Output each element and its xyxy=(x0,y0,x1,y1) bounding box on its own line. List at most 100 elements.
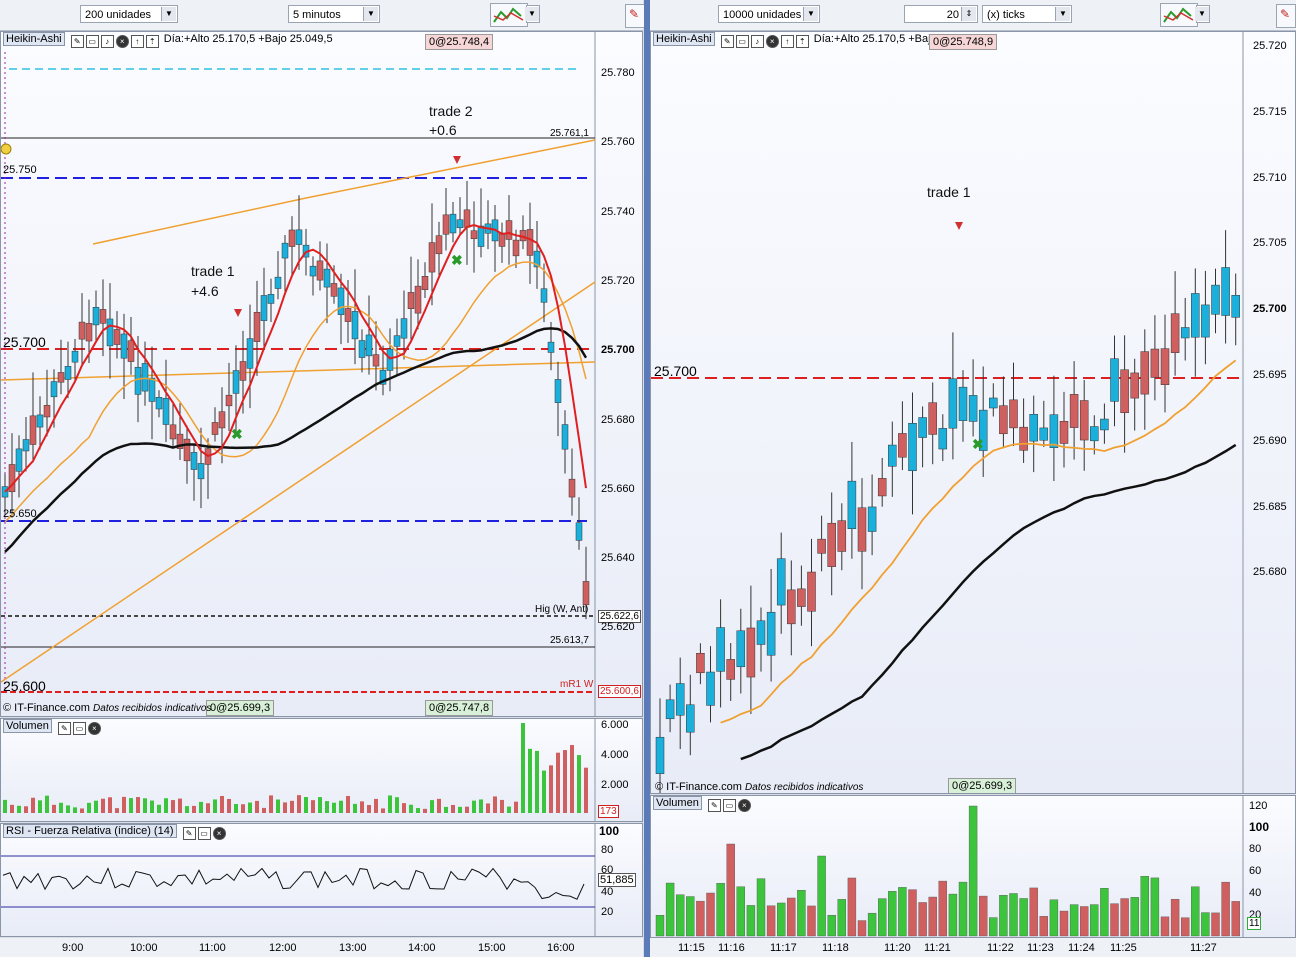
order-tag-top[interactable]: 0@25.748,4 xyxy=(425,34,494,50)
volume-bar xyxy=(706,892,715,937)
right-price-chart[interactable]: ✖ xyxy=(651,32,1296,794)
candle-body xyxy=(716,627,725,672)
close-icon[interactable]: × xyxy=(212,827,226,840)
window-icon[interactable]: ▭ xyxy=(85,35,99,48)
order-tag-bottom-right[interactable]: 0@25.747,8 xyxy=(425,700,494,716)
volume-bar xyxy=(353,803,357,813)
wrench-icon[interactable]: ✎ xyxy=(707,799,721,812)
bell-icon[interactable]: ♪ xyxy=(100,35,114,48)
ticks-stepper[interactable]: 20 ⇕ xyxy=(904,5,978,23)
trend-line xyxy=(92,197,307,245)
panel-settings-icon[interactable]: ✎ xyxy=(1276,4,1296,28)
vol-axis-label: 80 xyxy=(1249,843,1262,855)
candle-body xyxy=(239,361,247,381)
candle-body xyxy=(92,307,100,326)
volume-bar xyxy=(374,798,378,813)
units-dropdown[interactable]: 200 unidades ▼ xyxy=(80,5,178,23)
rsi-axis-label: 80 xyxy=(601,844,614,856)
bell-icon[interactable]: ♪ xyxy=(750,35,764,48)
price-axis-label: 25.700 xyxy=(601,344,635,357)
volume-bar xyxy=(1080,906,1089,937)
window-icon[interactable]: ▭ xyxy=(722,799,736,812)
window-icon[interactable]: ▭ xyxy=(735,35,749,48)
candle-body xyxy=(1150,348,1160,378)
volume-bar xyxy=(122,796,126,813)
left-price-panel[interactable]: ✖ ✖ Heikin-Ashi ✎ ▭ ♪ × ↑ ⇡ Día:+Alto 25.170,5… xyxy=(0,31,643,717)
wrench-icon[interactable]: ✎ xyxy=(70,35,84,48)
right-price-panel[interactable]: ✖ Heikin-Ashi ✎ ▭ ♪ × ↑ ⇡ Día:+Alto 25.170,5 … xyxy=(650,31,1296,794)
indicator-name[interactable]: Heikin-Ashi xyxy=(653,32,715,46)
chevron-down-icon[interactable]: ▼ xyxy=(161,7,176,21)
rsi-current: 51,885 xyxy=(598,873,636,887)
units-dropdown[interactable]: 10000 unidades ▼ xyxy=(718,5,820,23)
volume-bar xyxy=(255,800,259,813)
window-icon[interactable]: ▭ xyxy=(197,827,211,840)
close-icon[interactable]: × xyxy=(115,35,129,48)
candle-body xyxy=(421,276,429,290)
volume-bar xyxy=(94,800,98,813)
candle-body xyxy=(1079,400,1089,441)
candle-body xyxy=(127,340,135,362)
candle-body xyxy=(477,225,485,247)
panel-splitter[interactable] xyxy=(644,0,650,957)
candle-body xyxy=(568,478,576,498)
candle-body xyxy=(393,335,401,347)
wrench-icon[interactable]: ✎ xyxy=(182,827,196,840)
chart-tools-dropdown[interactable]: ▼ xyxy=(525,5,540,23)
timeframe-dropdown[interactable]: 5 minutos ▼ xyxy=(288,5,380,23)
volume-bar xyxy=(1130,897,1139,937)
candle-body xyxy=(686,704,695,733)
close-icon[interactable]: × xyxy=(765,35,779,48)
ma-line xyxy=(4,327,588,553)
ticks-unit-dropdown[interactable]: (x) ticks ▼ xyxy=(982,5,1072,23)
order-tag-bottom[interactable]: 0@25.699,3 xyxy=(948,778,1017,793)
candle-body xyxy=(898,433,907,458)
right-time-axis[interactable]: 11:15 11:16 11:17 11:18 11:20 11:21 11:2… xyxy=(650,938,1296,957)
volume-bar xyxy=(655,915,665,937)
window-icon[interactable]: ▭ xyxy=(72,722,86,735)
chevron-down-icon[interactable]: ▼ xyxy=(803,7,818,21)
move-icon[interactable]: ⇡ xyxy=(145,35,159,48)
rsi-name[interactable]: RSI - Fuerza Relativa (índice) (14) xyxy=(3,824,177,838)
candle-body xyxy=(787,589,796,625)
price-marker-1: 25.622,6 xyxy=(598,610,641,623)
chevron-down-icon[interactable]: ▼ xyxy=(363,7,378,21)
candle-body xyxy=(379,369,387,385)
candle-body xyxy=(267,294,275,304)
volume-bar xyxy=(3,799,7,813)
stepper-arrows-icon[interactable]: ⇕ xyxy=(961,7,976,21)
volume-bar xyxy=(52,804,56,813)
chevron-down-icon[interactable]: ▼ xyxy=(1055,7,1070,21)
candle-body xyxy=(141,363,149,392)
indicator-name[interactable]: Heikin-Ashi xyxy=(3,32,65,46)
right-volume-chart xyxy=(655,796,1244,937)
volume-bar xyxy=(1120,898,1129,937)
order-tag-bottom-left[interactable]: 0@25.699,3 xyxy=(206,700,275,716)
volume-bar xyxy=(206,803,210,813)
wrench-icon[interactable]: ✎ xyxy=(57,722,71,735)
panel-settings-icon[interactable]: ✎ xyxy=(625,4,645,28)
close-icon[interactable]: × xyxy=(737,799,751,812)
left-price-chart[interactable]: ✖✖ xyxy=(1,32,643,717)
left-volume-panel[interactable]: Volumen ✎ ▭ × 6.000 4.000 2.000 173 xyxy=(0,718,643,822)
time-label: 11:16 xyxy=(718,942,745,954)
chart-tools-button[interactable] xyxy=(1160,3,1198,27)
buy-marker-icon: ✖ xyxy=(231,426,243,442)
up-arrow-icon[interactable]: ↑ xyxy=(780,35,794,48)
volume-name[interactable]: Volumen xyxy=(653,796,702,810)
right-volume-panel[interactable]: Volumen ✎ ▭ × 120 100 80 60 40 20 11 xyxy=(650,795,1296,938)
candle-body xyxy=(776,558,786,606)
move-icon[interactable]: ⇡ xyxy=(795,35,809,48)
volume-bar xyxy=(150,800,154,813)
left-time-axis[interactable]: 9:00 10:00 11:00 12:00 13:00 14:00 15:00… xyxy=(0,938,643,957)
candle-body xyxy=(756,620,766,645)
chart-tools-button[interactable] xyxy=(490,3,528,27)
chart-tools-dropdown[interactable]: ▼ xyxy=(1195,5,1210,23)
close-icon[interactable]: × xyxy=(87,722,101,735)
volume-name[interactable]: Volumen xyxy=(3,719,52,733)
order-tag-top[interactable]: 0@25.748,9 xyxy=(929,34,998,50)
volume-bar xyxy=(776,902,786,937)
left-rsi-panel[interactable]: RSI - Fuerza Relativa (índice) (14) ✎ ▭ × … xyxy=(0,823,643,937)
wrench-icon[interactable]: ✎ xyxy=(720,35,734,48)
up-arrow-icon[interactable]: ↑ xyxy=(130,35,144,48)
